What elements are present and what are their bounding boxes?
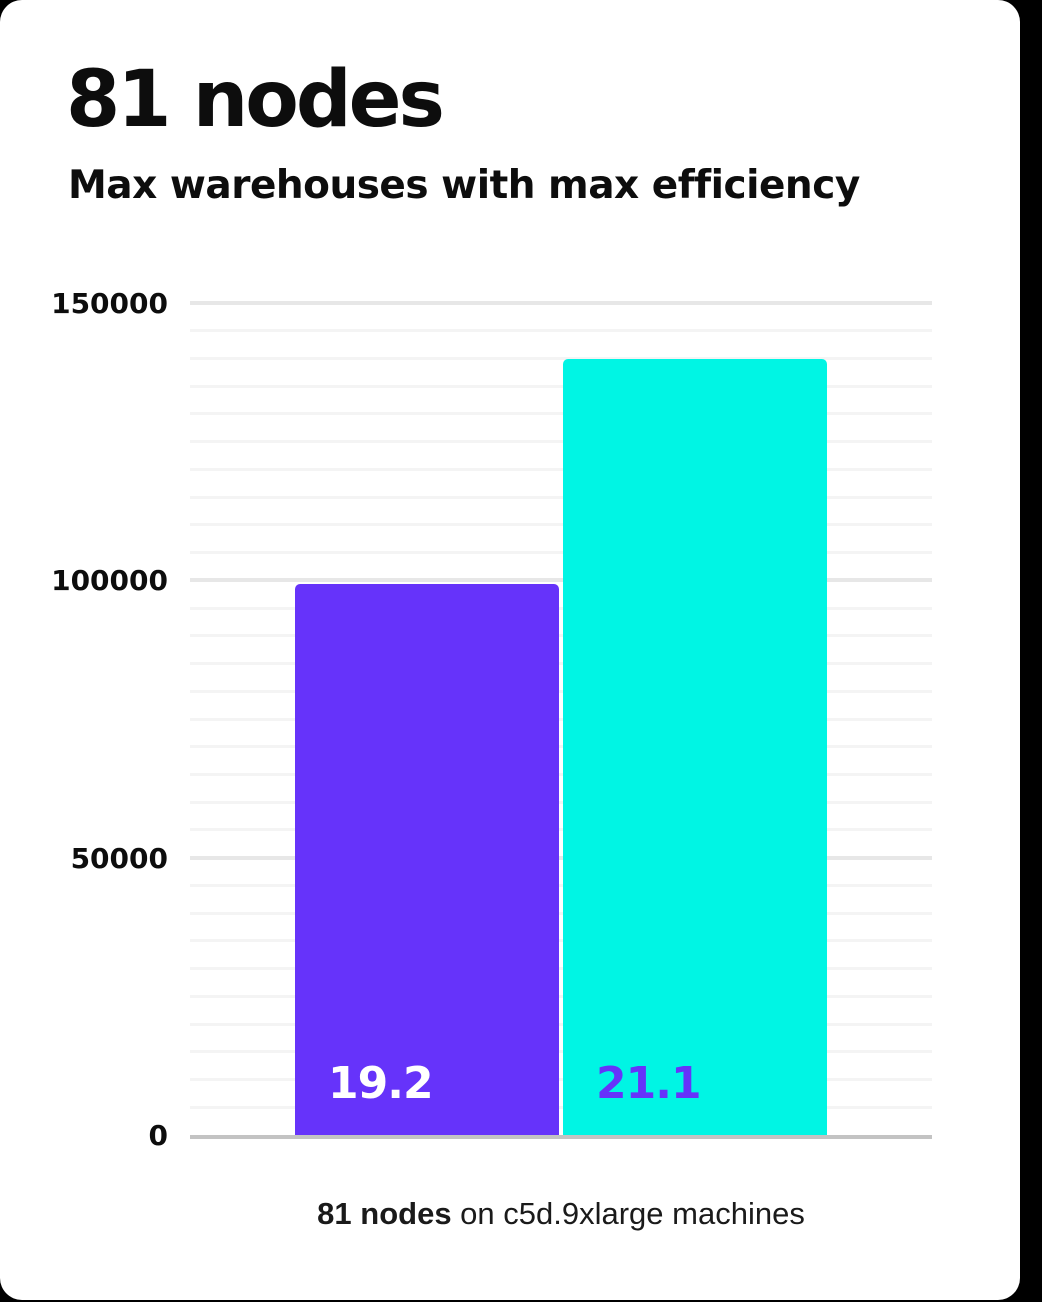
gridline-minor [190, 384, 932, 388]
y-axis-tick-label: 100000 [51, 564, 168, 598]
gridline-minor [190, 440, 932, 444]
gridline-minor [190, 1078, 932, 1082]
gridline-minor [190, 412, 932, 416]
gridline-minor [190, 883, 932, 887]
x-axis-line [190, 1135, 932, 1139]
bar-label-19.2: 19.2 [328, 1058, 434, 1109]
gridline-minor [190, 772, 932, 776]
y-axis-tick-label: 0 [148, 1119, 168, 1152]
gridline-minor [190, 994, 932, 998]
plot-area: 19.2 21.1 [190, 301, 932, 1135]
gridline-minor [190, 523, 932, 527]
chart-subtitle: Max warehouses with max efficiency [68, 163, 860, 208]
gridline-minor [190, 1105, 932, 1109]
gridline-major [190, 855, 932, 860]
gridline-minor [190, 1050, 932, 1054]
gridline-minor [190, 634, 932, 638]
gridline-minor [190, 967, 932, 971]
y-axis-tick-label: 50000 [70, 841, 168, 875]
chart-title: 81 nodes [66, 55, 445, 145]
chart-card: 81 nodes Max warehouses with max efficie… [0, 0, 1020, 1300]
y-axis-ticks: 0 50000 100000 150000 [40, 287, 168, 1152]
gridline-minor [190, 329, 932, 333]
gridline-minor [190, 606, 932, 610]
chart-caption: 81 nodes on c5d.9xlarge machines [190, 1196, 932, 1232]
gridline-minor [190, 467, 932, 471]
gridline-minor [190, 356, 932, 360]
caption-rest-text: on c5d.9xlarge machines [451, 1196, 805, 1231]
gridline-minor [190, 551, 932, 555]
gridline-minor [190, 1022, 932, 1026]
gridline-minor [190, 717, 932, 721]
bar-19.2: 19.2 [295, 584, 559, 1135]
bar-21.1: 21.1 [563, 359, 827, 1135]
bar-label-21.1: 21.1 [596, 1058, 702, 1109]
gridline-minor [190, 745, 932, 749]
gridline-minor [190, 828, 932, 832]
gridline-minor [190, 911, 932, 915]
gridline-minor [190, 495, 932, 499]
gridline-minor [190, 689, 932, 693]
gridline-minor [190, 939, 932, 943]
gridline-major [190, 301, 932, 305]
gridline-minor [190, 662, 932, 666]
gridline-minor [190, 800, 932, 804]
y-axis-tick-label: 150000 [51, 287, 168, 320]
caption-bold-text: 81 nodes [317, 1196, 452, 1231]
gridline-major [190, 578, 932, 583]
